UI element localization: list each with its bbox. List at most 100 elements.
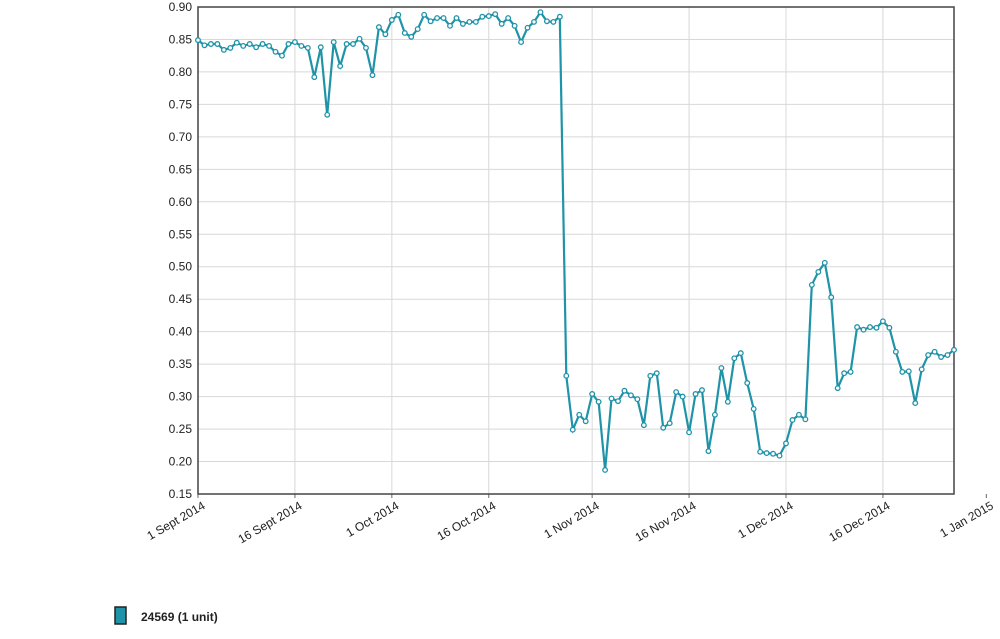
data-point [834,385,841,392]
data-point [757,448,764,455]
y-tick-label: 0.55 [169,227,193,241]
data-point [485,13,492,20]
data-point [582,418,589,425]
data-point [802,416,809,423]
data-point [718,365,725,371]
y-tick-label: 0.50 [169,260,193,274]
y-tick-label: 0.85 [169,32,193,46]
data-point [615,398,621,405]
data-point [737,350,744,357]
data-point [944,352,951,358]
data-point [240,43,247,49]
data-point [569,426,576,433]
data-point [388,17,395,23]
y-tick-label: 0.70 [169,130,193,144]
data-point [770,450,777,457]
data-point [498,20,505,27]
y-tick-label: 0.60 [169,195,193,209]
data-point [207,41,214,47]
data-point [673,389,680,396]
data-point [763,450,770,457]
data-point [931,348,938,355]
data-point [337,63,344,70]
data-point [666,420,673,427]
series-line [197,10,955,471]
data-point [776,452,783,459]
data-point [892,348,899,355]
data-point [447,22,453,29]
data-point [731,355,738,362]
data-point [272,48,279,55]
data-point [595,398,602,405]
data-point [692,391,699,397]
data-point [634,396,641,403]
data-point [550,18,557,25]
data-point [466,18,473,25]
y-tick-label: 0.15 [169,487,193,501]
data-point [401,30,408,36]
x-tick-label: 1 Dec 2014 [735,498,795,541]
y-tick-label: 0.35 [169,357,193,371]
legend-label: 24569 (1 unit) [141,610,218,624]
data-point [951,346,957,353]
data-point [808,281,815,288]
data-point [912,400,919,407]
data-point [453,15,460,21]
data-point [266,43,273,49]
data-point [686,429,693,436]
data-point [873,324,880,331]
x-tick-label: 1 Sept 2014 [144,498,207,543]
data-point [711,411,718,418]
x-tick-label: 16 Sept 2014 [236,498,305,546]
data-point [285,41,292,47]
data-point [621,387,628,394]
data-point [246,41,253,47]
data-point [724,398,731,405]
data-point [821,259,828,266]
data-point [744,380,751,386]
y-tick-label: 0.75 [169,97,193,111]
data-point [938,354,945,360]
data-point [705,448,712,455]
data-point [324,111,331,118]
data-point [653,370,660,377]
data-point [201,42,208,49]
data-point [905,368,912,375]
data-point [847,368,854,375]
data-point [343,41,350,47]
y-tick-label: 0.25 [169,422,193,436]
data-point [795,411,802,418]
data-point [304,44,311,51]
x-tick-label: 1 Nov 2014 [541,498,601,541]
data-point [227,44,234,51]
data-point [660,424,667,431]
data-point [356,35,363,42]
data-point [369,72,376,79]
data-point [195,37,201,44]
data-point [408,33,415,40]
data-point [879,318,886,325]
data-point [608,395,615,402]
data-point [543,18,550,25]
data-point [434,15,441,21]
y-tick-label: 0.90 [169,0,193,14]
data-point [563,372,570,379]
data-point [867,324,873,331]
data-point [854,324,861,331]
x-tick-label: 1 Oct 2014 [343,498,401,540]
data-point [589,391,596,397]
data-point [220,46,227,53]
x-tick-label: 1 Jan 2015 [937,498,996,540]
data-point [828,294,835,301]
data-point [899,368,906,375]
data-point [479,13,486,20]
x-tick-label: 16 Nov 2014 [633,498,699,544]
legend-swatch [114,606,127,625]
data-point [576,411,583,418]
data-point [350,41,357,47]
data-point [531,18,537,25]
data-point [214,41,221,47]
data-point [492,11,499,18]
data-point [472,18,479,25]
data-point [330,39,337,46]
